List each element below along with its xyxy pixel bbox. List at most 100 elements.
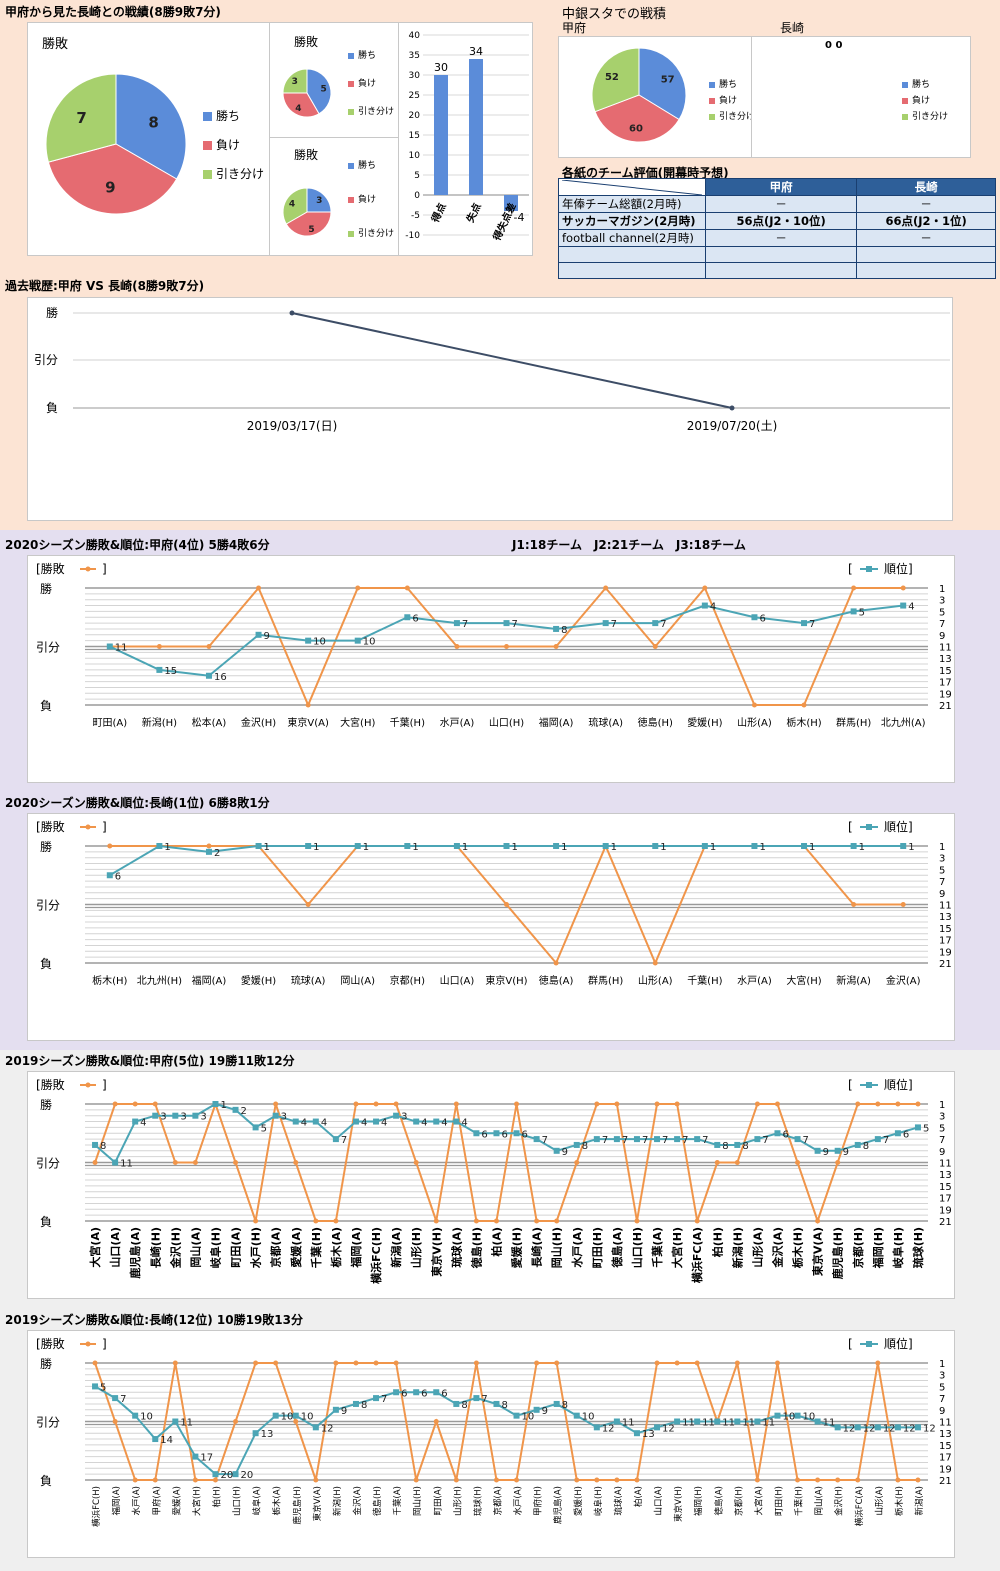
history-title: 過去戦歴:甲府 VS 長崎(8勝9敗7分) [5,279,205,293]
x-tick-label: 栃木(H) [786,716,821,729]
rank-point [533,1136,540,1143]
rank-point [593,1424,600,1431]
pie-value-label: 5 [308,225,314,235]
result-point [855,1477,861,1483]
x-tick-label: 岡山(H) [412,1486,423,1516]
rank-point [352,1118,359,1125]
x-tick-label: 岡山(H) [550,1227,564,1268]
x-tick-label: 長崎(H) [148,1227,162,1268]
x-tick-label: 琉球(A) [613,1486,624,1515]
rank-data-label: 7 [809,619,815,630]
result-point [554,1360,560,1366]
rank-data-label: 1 [859,842,865,853]
rank-tick-label: 3 [939,854,945,865]
kofu-2020-title: 2020シーズン勝敗&順位:甲府(4位) 5勝4敗6分 [5,538,270,552]
rank-data-label: 1 [611,842,617,853]
pie-title: 勝敗 [294,35,319,49]
rank-point [613,1136,620,1143]
result-point [734,1160,740,1165]
rank-data-label: 9 [562,1147,568,1158]
nagasaki-2020-title: 2020シーズン勝敗&順位:長崎(1位) 6勝8敗1分 [5,796,270,810]
rank-data-label: 8 [501,1400,507,1411]
legend-label: 負け [358,77,376,89]
rank-point [332,1136,339,1143]
rank-data-label: 11 [742,1418,755,1429]
x-tick-label: 失点 [463,201,483,225]
league-info: J1:18チーム J2:21チーム J3:18チーム [512,538,746,552]
rank-point [453,1400,460,1407]
rank-tick-label: 5 [939,1382,945,1393]
legend-swatch [348,231,354,237]
top-title: 甲府から見た長崎との戦績(8勝9敗7分) [5,5,221,19]
rank-point [602,620,609,627]
rank-data-label: 7 [381,1394,387,1405]
result-point [233,1160,239,1165]
rank-tick-label: 15 [939,1182,952,1193]
rank-data-label: 1 [512,842,518,853]
rank-tick-label: 19 [939,1205,952,1216]
result-point [273,1360,279,1366]
x-tick-label: 徳島(H) [469,1227,483,1269]
x-tick-label: 水戸(A) [570,1227,584,1268]
rank-data-label: 15 [164,666,177,677]
legend-label: 負け [912,94,930,106]
result-point [353,1360,359,1366]
rank-data-label: 11 [762,1418,775,1429]
x-tick-label: 柏(H) [710,1227,724,1257]
rank-data-label: 1 [264,842,270,853]
rank-tick-label: 7 [939,619,945,630]
rank-data-label: 12 [662,1423,675,1434]
rank-point [92,1141,99,1148]
pie-slice [591,47,640,113]
rank-data-label: 11 [622,1418,635,1429]
rank-point [674,1418,681,1425]
history-box: 勝引分負 2019/03/17(日) 2019/07/20(土) [27,297,953,521]
x-tick-label: 横浜FC(A) [690,1227,704,1283]
bar [434,75,448,195]
result-point [206,843,212,849]
rank-tick-label: 15 [939,1441,952,1452]
rank-data-label: 7 [762,1135,768,1146]
rank-point [453,843,460,849]
rank-data-label: 7 [481,1394,487,1405]
result-line [94,1362,918,1481]
pie-slice [47,143,178,215]
rank-data-label: 13 [261,1429,274,1440]
x-tick-label: 東京V(A) [312,1486,323,1521]
result-point [652,960,658,966]
y-tick-label: 引分 [36,899,60,913]
legend-rank-label: 順位] [884,819,913,834]
rank-data-label: 1 [809,842,815,853]
result-point [433,1419,439,1424]
legend-result-marker [85,1082,91,1088]
x-tick-label: 柏(A) [633,1486,644,1507]
rank-data-label: 9 [843,1147,849,1158]
result-point [112,1419,118,1424]
legend-label: 引き分け [216,167,264,181]
rank-data-label: 8 [722,1141,728,1152]
x-tick-label: 徳島(H) [372,1486,383,1516]
rank-line [94,1385,918,1476]
result-point [534,1218,540,1224]
rank-data-label: 11 [702,1418,715,1429]
x-tick-label: 山形(A) [638,975,673,987]
rank-point [751,843,758,849]
result-point [855,1101,861,1107]
x-tick-label: 大宮(A) [88,1227,102,1268]
x-tick-label: 徳島(H) [638,716,673,729]
legend-rank-open: [ [848,562,853,576]
rank-tick-label: 21 [939,1476,952,1487]
eval-table: 甲府 長崎 年俸チーム総額(2月時) －－ サッカーマガジン(2月時) 56点(J2… [558,178,996,279]
rank-data-label: 11 [823,1418,836,1429]
result-point [674,1360,680,1366]
eval-nagasaki: － [856,229,996,247]
rank-point [332,1406,339,1413]
rank-data-label: 11 [682,1418,695,1429]
x-tick-label: 2019/07/20(土) [687,419,778,433]
stadium-nagasaki-label: 長崎 [780,21,805,35]
y-tick-label: 負 [40,1474,52,1488]
rank-point [503,620,510,627]
rank-point [354,637,361,644]
rank-point [553,625,560,632]
